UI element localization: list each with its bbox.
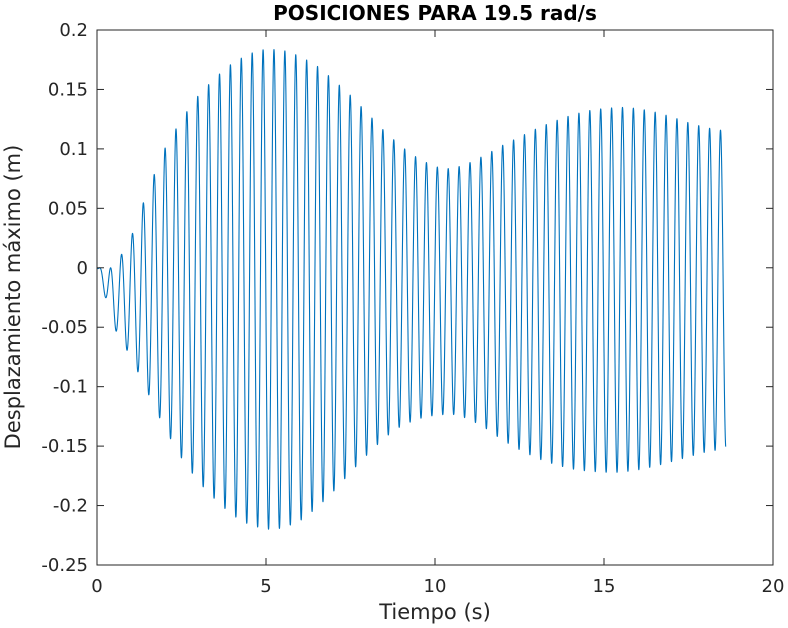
y-tick-label: -0.1 [53, 377, 88, 398]
y-tick-label: -0.05 [41, 317, 88, 338]
x-tick-label: 20 [762, 576, 785, 597]
x-tick-label: 15 [593, 576, 616, 597]
x-tick-label: 5 [260, 576, 271, 597]
series-line-0 [96, 49, 727, 530]
y-tick-label: -0.2 [53, 496, 88, 517]
y-tick-label: 0.05 [48, 198, 88, 219]
series-layer [96, 49, 727, 530]
y-tick-label: -0.15 [41, 436, 88, 457]
y-axis: 0.2 0.15 0.1 0.05 0 -0.05 -0.1 -0.15 -0.2 -0.25 [41, 20, 773, 576]
x-tick-label: 10 [424, 576, 447, 597]
y-tick-label: 0.2 [59, 20, 88, 41]
y-axis-label: Desplazamiento máximo (m) [1, 145, 25, 450]
x-axis-label: Tiempo (s) [378, 600, 491, 624]
x-tick-label: 0 [91, 576, 102, 597]
y-tick-label: 0.15 [48, 79, 88, 100]
chart-title: POSICIONES PARA 19.5 rad/s [273, 1, 597, 25]
y-tick-label: -0.25 [41, 555, 88, 576]
x-axis: 0 5 10 15 20 [91, 30, 784, 597]
y-tick-label: 0.1 [59, 139, 88, 160]
y-tick-label: 0 [77, 258, 88, 279]
